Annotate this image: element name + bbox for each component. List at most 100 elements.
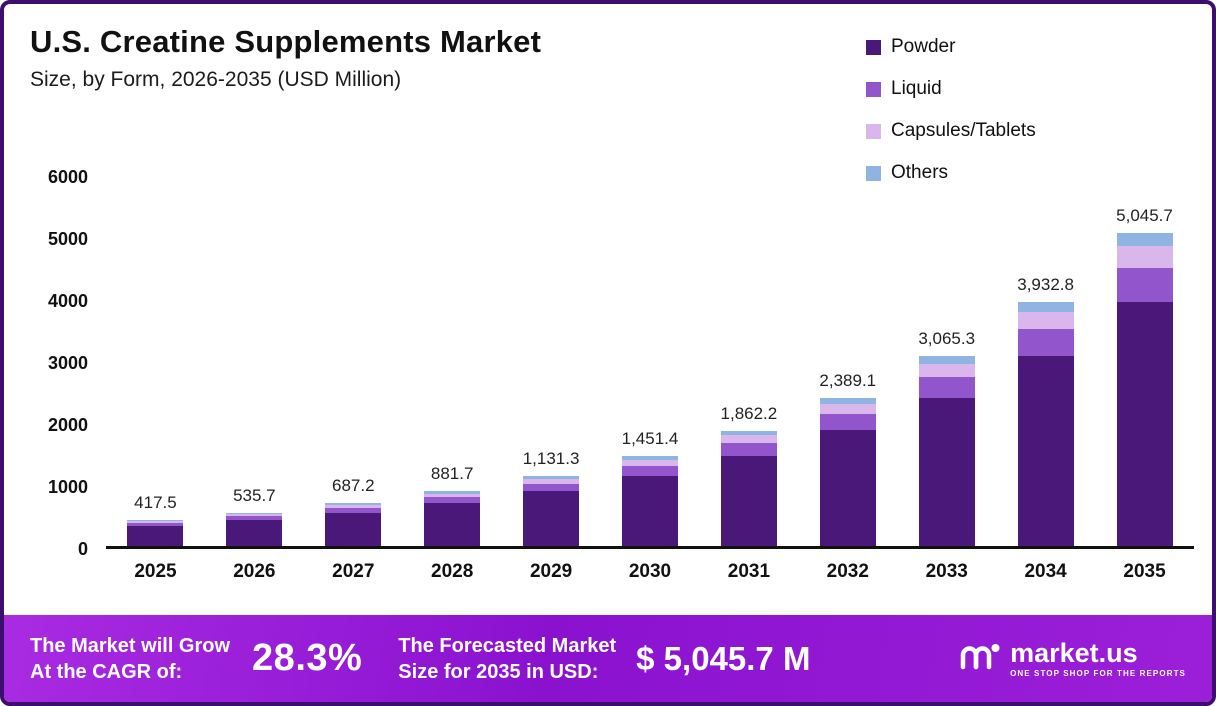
bar-stack (127, 520, 184, 546)
bar-total-label: 687.2 (331, 476, 375, 496)
y-axis: 0 1000 2000 3000 4000 5000 6000 (30, 167, 88, 559)
segment-capsules-tablets (424, 493, 481, 498)
x-axis-label-2030: 2030 (628, 561, 672, 582)
x-axis-label-2033: 2033 (925, 561, 968, 582)
bar-group-2030: 1,451.4 (601, 177, 700, 546)
bar-group-2028: 881.7 (403, 177, 502, 546)
legend-label: Others (891, 162, 949, 183)
bar-total-label: 881.7 (430, 464, 474, 484)
segment-powder (226, 520, 283, 546)
segment-others (127, 520, 184, 522)
bar-total-label: 3,932.8 (1017, 275, 1074, 295)
legend-swatch-capsules-tablets (866, 123, 881, 139)
segment-liquid (1116, 267, 1173, 302)
segment-others (523, 475, 580, 479)
cagr-label-line2: At the CAGR of: (30, 660, 183, 683)
bar-total-label: 1,451.4 (621, 429, 679, 449)
segment-liquid (918, 376, 975, 398)
bar-group-2029: 1,131.3 (502, 177, 601, 546)
segment-powder (1116, 302, 1173, 546)
segment-others (621, 456, 678, 460)
segment-powder (720, 455, 777, 546)
legend: Powder Liquid Capsules/Tablets Others (866, 36, 1166, 184)
header: U.S. Creatine Supplements Market Size, b… (30, 24, 541, 92)
segment-others (1017, 302, 1074, 312)
y-axis-label-0: 0 (77, 539, 88, 559)
bar-total-label: 5,045.7 (1116, 206, 1173, 226)
segment-liquid (720, 443, 777, 456)
x-axis-label-2026: 2026 (233, 561, 276, 582)
y-axis-label-6000: 6000 (47, 167, 88, 187)
segment-powder (424, 503, 481, 546)
bar-stack (523, 475, 580, 546)
legend-label: Powder (891, 36, 956, 57)
y-axis-label-2000: 2000 (47, 415, 88, 435)
x-axis-label-2027: 2027 (332, 561, 375, 582)
bar-total-label: 3,065.3 (918, 328, 976, 348)
x-axis: 2025 2026 2027 2028 2029 2030 2031 2032 2033 2034… (106, 561, 1194, 583)
segment-liquid (523, 483, 580, 492)
plot-area: 417.5 535.7 687.2 881.7 1,131.3 1,451.4 1,862.… (106, 177, 1194, 549)
segment-capsules-tablets (127, 521, 184, 523)
segment-powder (918, 397, 975, 546)
segment-capsules-tablets (226, 514, 283, 517)
segment-liquid (127, 522, 184, 526)
bar-stack (226, 512, 283, 546)
bar-group-2031: 1,862.2 (699, 177, 798, 546)
y-axis-label-1000: 1000 (47, 477, 88, 497)
segment-others (720, 430, 777, 436)
x-axis-label-2032: 2032 (826, 561, 869, 582)
bar-group-2027: 687.2 (304, 177, 403, 546)
segment-capsules-tablets (918, 363, 975, 377)
bar-total-label: 417.5 (134, 493, 177, 513)
segment-powder (325, 512, 382, 546)
segment-others (424, 491, 481, 494)
bar-group-2032: 2,389.1 (798, 177, 897, 546)
segment-capsules-tablets (1116, 245, 1173, 268)
segment-powder (621, 475, 678, 546)
x-axis-label-2028: 2028 (431, 561, 474, 582)
bar-stack (720, 430, 777, 546)
segment-liquid (325, 508, 382, 513)
bar-total-label: 1,131.3 (522, 448, 580, 468)
bar-group-2026: 535.7 (205, 177, 304, 546)
legend-label: Capsules/Tablets (891, 120, 1036, 141)
stacked-bar-chart: 0 1000 2000 3000 4000 5000 6000 417.5 535.7 687.… (30, 167, 1194, 583)
bar-group-2025: 417.5 (106, 177, 205, 546)
logo-tagline: One Stop Shop For The Reports (1010, 669, 1186, 678)
y-axis-label-4000: 4000 (47, 291, 88, 311)
segment-others (819, 397, 876, 404)
logo-text: market.us (1010, 638, 1138, 668)
legend-swatch-powder (866, 39, 881, 55)
bar-stack (621, 456, 678, 546)
marketus-logo: market.us One Stop Shop For The Reports (958, 639, 1186, 678)
bar-stack (325, 503, 382, 546)
segment-liquid (819, 414, 876, 431)
y-axis-label-3000: 3000 (47, 353, 88, 373)
segment-capsules-tablets (1017, 311, 1074, 329)
bar-group-2034: 3,932.8 (996, 177, 1095, 546)
segment-others (325, 503, 382, 506)
forecast-value: $ 5,045.7 M (636, 639, 811, 677)
bar-group-2035: 5,045.7 (1095, 177, 1194, 546)
x-axis-label-2025: 2025 (134, 561, 177, 582)
bar-stack (1017, 302, 1074, 546)
legend-swatch-others (866, 165, 881, 181)
segment-liquid (621, 465, 678, 476)
x-axis-label-2034: 2034 (1024, 561, 1067, 582)
bar-stack (918, 355, 975, 546)
legend-label: Liquid (891, 78, 942, 99)
segment-capsules-tablets (819, 403, 876, 415)
forecast-label-line1: The Forecasted Market (398, 634, 617, 657)
cagr-value: 28.3% (252, 637, 363, 679)
segment-capsules-tablets (621, 459, 678, 466)
bar-group-2033: 3,065.3 (897, 177, 996, 546)
page-subtitle: Size, by Form, 2026-2035 (USD Million) (30, 68, 402, 91)
page-title: U.S. Creatine Supplements Market (30, 24, 542, 59)
bar-stack (819, 397, 876, 546)
bar-stack (1116, 233, 1173, 546)
bar-total-label: 1,862.2 (720, 403, 778, 423)
segment-capsules-tablets (720, 435, 777, 444)
segment-powder (819, 430, 876, 546)
x-axis-label-2029: 2029 (529, 561, 573, 582)
